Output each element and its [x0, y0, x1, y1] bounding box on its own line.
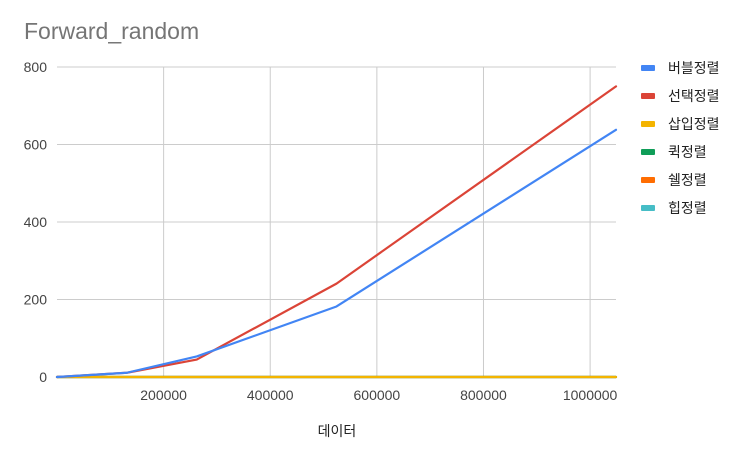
x-tick-label: 800000 [460, 387, 507, 403]
y-tick-label: 600 [24, 137, 48, 153]
x-tick-label: 400000 [247, 387, 294, 403]
legend-swatch [641, 177, 655, 183]
legend-swatch [641, 65, 655, 71]
series-line-1 [55, 128, 618, 379]
legend-swatch [641, 121, 655, 127]
chart-title: Forward_random [24, 18, 199, 44]
series-lines [55, 85, 618, 379]
legend-item[interactable]: 선택정렬 [641, 89, 720, 105]
legend-label: 버블정렬 [668, 61, 720, 77]
legend-item[interactable]: 쉘정렬 [641, 173, 707, 189]
grid-lines [57, 66, 616, 378]
x-tick-label: 1000000 [563, 387, 618, 403]
legend-label: 쉘정렬 [668, 173, 707, 189]
legend-swatch [641, 149, 655, 155]
legend-item[interactable]: 퀵정렬 [641, 145, 707, 161]
legend-swatch [641, 93, 655, 99]
legend-label: 선택정렬 [668, 89, 720, 105]
x-tick-label: 600000 [354, 387, 401, 403]
legend-label: 삽입정렬 [668, 117, 720, 133]
legend-item[interactable]: 버블정렬 [641, 61, 720, 77]
y-tick-label: 800 [24, 59, 48, 75]
x-tick-label: 200000 [140, 387, 187, 403]
legend-item[interactable]: 힙정렬 [641, 201, 707, 217]
y-tick-label: 0 [39, 369, 47, 385]
y-tick-label: 400 [24, 214, 48, 230]
y-tick-label: 200 [24, 292, 48, 308]
legend-label: 힙정렬 [668, 201, 707, 217]
legend-item[interactable]: 삽입정렬 [641, 117, 720, 133]
legend-label: 퀵정렬 [668, 145, 707, 161]
axis-ticks: 0 200 400 600 800 200000 400000 600000 800000 100… [24, 59, 618, 403]
legend-swatch [641, 205, 655, 211]
x-axis-label: 데이터 [318, 424, 357, 440]
series-line-2 [55, 85, 618, 379]
